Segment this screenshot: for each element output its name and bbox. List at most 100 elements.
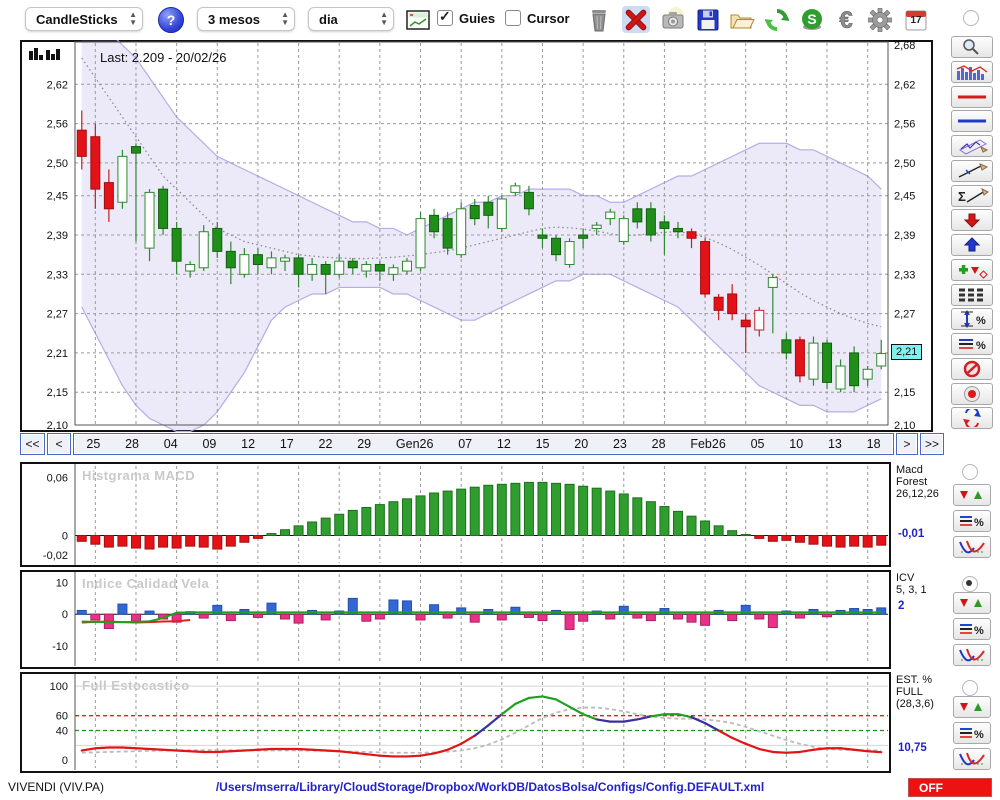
icv-curves-button[interactable] xyxy=(953,644,991,666)
macd-select-radio[interactable] xyxy=(962,464,978,480)
stochastic-name-label: EST. % FULL (28,3,6) xyxy=(896,674,934,710)
nav-next-button[interactable]: > xyxy=(896,433,918,455)
blue-hline-tool-button[interactable] xyxy=(951,110,993,132)
arrow-down-tool-button[interactable] xyxy=(951,209,993,231)
nav-date-label: 17 xyxy=(279,437,294,451)
save-icon[interactable] xyxy=(694,6,722,33)
icv-select-radio[interactable] xyxy=(962,576,978,592)
interval-select[interactable]: dia ▲ ▼ xyxy=(308,7,394,31)
icv-canvas[interactable]: 10 0 -10 xyxy=(20,570,933,669)
arrow-up-tool-button[interactable] xyxy=(951,234,993,256)
macd-current-value: -0,01 xyxy=(898,528,925,540)
sync-arrows-icon xyxy=(963,409,981,427)
stochastic-panel: 100 60 40 0 Full Estocastico EST. % FULL (28,… xyxy=(20,672,960,773)
delete-x-icon[interactable] xyxy=(622,6,650,33)
svg-text:60: 60 xyxy=(56,711,68,723)
checkbox-unchecked-icon xyxy=(505,10,521,26)
svg-text:S: S xyxy=(807,11,816,27)
percent-lines-icon: % xyxy=(960,516,984,529)
open-folder-icon[interactable] xyxy=(728,6,756,33)
stochastic-select-radio[interactable] xyxy=(962,680,978,696)
nav-last-button[interactable]: >> xyxy=(920,433,944,455)
price-chart-canvas[interactable]: 2,62 2,56 2,50 2,45 2,39 2,33 2,27 2,21 2,15 2,10… xyxy=(20,40,933,432)
nav-first-button[interactable]: << xyxy=(20,433,45,455)
svg-text:2,50: 2,50 xyxy=(47,158,68,170)
nav-date-label: 18 xyxy=(866,437,881,451)
period-select[interactable]: 3 mesos ▲ ▼ xyxy=(197,7,295,31)
svg-text:Σ: Σ xyxy=(958,189,966,204)
levels-tool-button[interactable] xyxy=(951,284,993,306)
red-arrow-down-icon xyxy=(963,213,981,228)
svg-text:%: % xyxy=(976,315,986,327)
nav-date-label: 12 xyxy=(241,437,256,451)
svg-text:-0,02: -0,02 xyxy=(43,550,68,562)
svg-text:2,45: 2,45 xyxy=(894,191,915,203)
forbidden-tool-button[interactable] xyxy=(951,358,993,380)
indicator-chart-button[interactable] xyxy=(951,61,993,83)
toolbar: CandleSticks ▲▼ ? 3 mesos ▲▼ dia ▲▼ Guie… xyxy=(0,0,1000,38)
percent-levels-tool-button[interactable]: % xyxy=(951,333,993,355)
checkbox-checked-icon xyxy=(437,8,453,26)
crossing-curves-icon xyxy=(959,752,985,766)
nav-date-label: 05 xyxy=(750,437,765,451)
macd-panel: 0,06 0 -0,02 Histgrama MACD Macd Forest 26,1… xyxy=(20,462,960,567)
zoom-tool-button[interactable] xyxy=(951,36,993,58)
toolbar-radio[interactable] xyxy=(963,10,979,26)
nav-date-label: 22 xyxy=(318,437,333,451)
macd-curves-button[interactable] xyxy=(953,536,991,558)
zigzag-channel-tool-button[interactable] xyxy=(951,135,993,157)
crossing-curves-icon xyxy=(959,540,985,554)
camera-icon[interactable] xyxy=(659,6,687,33)
svg-text:0: 0 xyxy=(62,609,68,621)
nav-date-label: 13 xyxy=(827,437,842,451)
cursor-checkbox[interactable]: Cursor xyxy=(505,10,570,26)
chart-settings-icon[interactable] xyxy=(404,6,432,33)
add-signal-tool-button[interactable] xyxy=(951,259,993,281)
nav-prev-button[interactable]: < xyxy=(47,433,71,455)
settings-gear-icon[interactable] xyxy=(866,6,894,33)
stochastic-canvas[interactable]: 100 60 40 0 xyxy=(20,672,933,773)
stochastic-levels-button[interactable]: % xyxy=(953,722,991,744)
stochastic-updown-button[interactable] xyxy=(953,696,991,718)
chart-type-select[interactable]: CandleSticks ▲ ▼ xyxy=(25,7,143,31)
refresh-icon[interactable] xyxy=(763,6,791,33)
nav-date-label: 10 xyxy=(789,437,804,451)
trendline-pencil-icon xyxy=(958,163,989,178)
macd-levels-button[interactable]: % xyxy=(953,510,991,532)
blue-hline-icon xyxy=(958,119,986,123)
svg-text:0,06: 0,06 xyxy=(47,473,68,485)
svg-text:2,33: 2,33 xyxy=(894,269,915,281)
record-tool-button[interactable] xyxy=(951,383,993,405)
help-button[interactable]: ? xyxy=(158,7,184,33)
nav-date-label: 29 xyxy=(357,437,372,451)
off-button[interactable]: OFF xyxy=(908,778,992,797)
date-axis-strip[interactable]: 25 28 04 09 12 17 22 29 Gen26 07 12 15 20 23 28 Feb26 05… xyxy=(73,433,894,455)
svg-text:2,68: 2,68 xyxy=(894,40,915,52)
svg-text:2,27: 2,27 xyxy=(894,309,915,321)
sync-tool-button[interactable] xyxy=(951,407,993,429)
symbol-label: VIVENDI (VIV.PA) xyxy=(8,780,105,794)
stochastic-curves-button[interactable] xyxy=(953,748,991,770)
nav-date-label: 07 xyxy=(458,437,473,451)
macd-canvas[interactable]: 0,06 0 -0,02 xyxy=(20,462,933,567)
nav-date-label: 25 xyxy=(86,437,101,451)
icv-levels-button[interactable]: % xyxy=(953,618,991,640)
forbidden-icon xyxy=(963,360,981,378)
record-dot-icon xyxy=(964,386,980,402)
guies-checkbox[interactable]: Guies xyxy=(437,8,495,26)
calendar-icon[interactable]: 17 xyxy=(902,6,930,33)
macd-updown-button[interactable] xyxy=(953,484,991,506)
nav-date-label: 28 xyxy=(651,437,666,451)
trash-icon[interactable] xyxy=(585,6,613,33)
measure-percent-tool-button[interactable]: % xyxy=(951,308,993,330)
icv-updown-button[interactable] xyxy=(953,592,991,614)
histogram-mini-icon[interactable] xyxy=(28,46,62,62)
sum-trendline-tool-button[interactable]: Σ xyxy=(951,185,993,207)
svg-text:0: 0 xyxy=(62,755,68,767)
svg-text:2,15: 2,15 xyxy=(894,387,915,399)
trendline-tool-button[interactable] xyxy=(951,160,993,182)
svg-text:0: 0 xyxy=(62,531,68,543)
sync-globe-icon[interactable]: S xyxy=(798,6,826,33)
red-hline-tool-button[interactable] xyxy=(951,86,993,108)
euro-icon[interactable]: € xyxy=(832,6,860,33)
